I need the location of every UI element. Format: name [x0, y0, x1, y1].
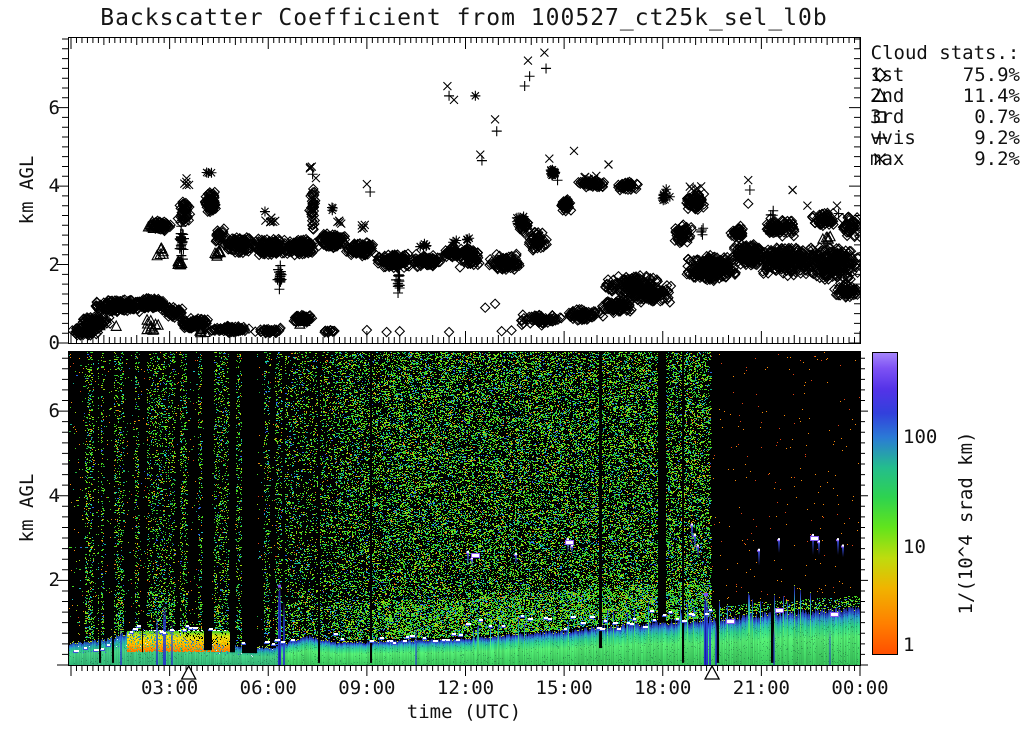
legend-value: 9.2% [974, 147, 1020, 170]
y-tick-label-top: 4 [48, 175, 60, 198]
legend-value: 9.2% [974, 126, 1020, 149]
y-axis-title-bottom: km AGL [16, 473, 38, 543]
legend-item-vvis: vvis 9.2% [870, 126, 1020, 149]
colorbar [872, 352, 898, 655]
backscatter-heatmap [68, 351, 860, 665]
cloud-stats-scatter-plot [68, 37, 860, 343]
cloud-stats-legend: Cloud stats.: 1st75.9%2nd11.4%3rd0.7%vvi… [870, 42, 1020, 170]
legend-value: 0.7% [974, 105, 1020, 128]
square-icon [870, 107, 892, 126]
triangle-icon [870, 86, 892, 105]
y-tick-label-top: 0 [48, 332, 60, 354]
x-tick-label: 06:00 [239, 677, 297, 699]
legend-item-max: max9.2% [870, 147, 1020, 170]
diamond-icon [870, 65, 892, 84]
x-tick-label: 21:00 [732, 677, 790, 699]
y-tick-label-bottom: 2 [48, 569, 60, 592]
x-tick-label: 12:00 [436, 677, 495, 699]
plus-icon [870, 128, 892, 147]
legend-value: 75.9% [962, 63, 1020, 86]
legend-value: 11.4% [962, 84, 1020, 107]
y-tick-label-top: 6 [48, 96, 60, 119]
y-tick-label-bottom: 6 [48, 400, 60, 423]
x-tick-label: 09:00 [338, 677, 396, 699]
legend-item-3rd: 3rd0.7% [870, 105, 1020, 128]
colorbar-tick-label: 1 [903, 634, 915, 656]
colorbar-tick-label: 10 [903, 536, 926, 559]
sunset-marker-icon [703, 664, 721, 680]
x-tick-label: 03:00 [141, 677, 199, 699]
legend-item-2nd: 2nd11.4% [870, 84, 1020, 107]
x-tick-label: 00:00 [831, 677, 889, 699]
legend-title: Cloud stats.: [870, 42, 1020, 64]
page-title: Backscatter Coefficient from 100527_ct25… [100, 5, 828, 31]
x-axis-title: time (UTC) [406, 701, 522, 723]
y-tick-label-top: 2 [48, 253, 60, 276]
x-tick-label: 15:00 [535, 677, 593, 699]
cross-icon [870, 149, 892, 168]
colorbar-tick-label: 100 [903, 425, 938, 448]
sunrise-marker-icon [180, 664, 197, 680]
y-tick-label-bottom: 4 [48, 484, 60, 507]
x-tick-label: 18:00 [634, 677, 692, 699]
legend-item-1st: 1st75.9% [870, 63, 1020, 86]
